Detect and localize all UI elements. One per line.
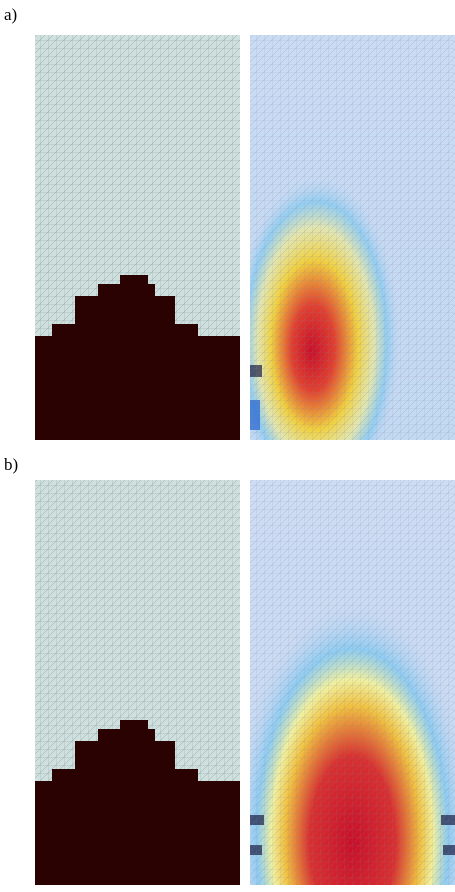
panel-label: a) [4, 5, 17, 24]
panel-b [35, 480, 455, 885]
solid-region [35, 720, 240, 885]
solid-region [35, 275, 240, 440]
mesh-overlay [250, 480, 455, 885]
mesh-overlay [250, 35, 455, 440]
panel-a [35, 35, 455, 440]
panel-label: b) [4, 455, 18, 474]
